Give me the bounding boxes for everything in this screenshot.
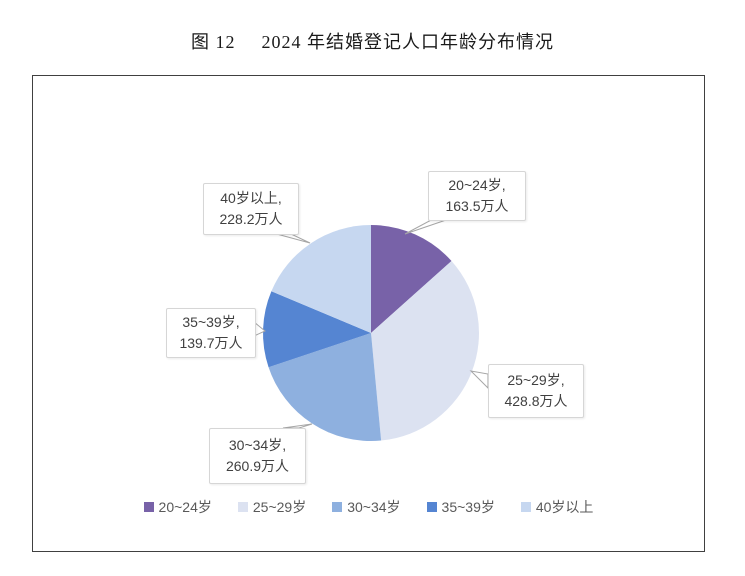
callout-40plus: 40岁以上, 228.2万人 (203, 183, 299, 235)
chart-frame: 20~24岁, 163.5万人 40岁以上, 228.2万人 35~39岁, 1… (32, 75, 705, 552)
pie-slices (262, 225, 479, 441)
figure-title-text: 2024 年结婚登记人口年龄分布情况 (261, 32, 554, 52)
callout-30-34: 30~34岁, 260.9万人 (209, 428, 306, 484)
legend-item-20~24岁: 20~24岁 (143, 497, 212, 517)
callout-label: 20~24岁, (448, 177, 506, 193)
legend-label: 30~34岁 (347, 499, 401, 515)
callout-label: 30~34岁, (228, 437, 287, 453)
callout-value: 428.8万人 (504, 393, 568, 409)
callout-25-29: 25~29岁, 428.8万人 (488, 364, 584, 418)
legend-label: 40岁以上 (535, 499, 594, 515)
legend-label: 20~24岁 (158, 499, 212, 515)
figure-title: 图 12 2024 年结婚登记人口年龄分布情况 (0, 28, 745, 54)
callout-label: 40岁以上, (220, 190, 282, 206)
callout-value: 260.9万人 (225, 458, 290, 474)
leader-20-24 (404, 218, 450, 235)
pie-chart (253, 218, 489, 441)
legend-swatch-icon (143, 502, 154, 512)
legend-swatch-icon (237, 502, 248, 512)
callout-label: 25~29岁, (507, 372, 565, 388)
pie-slice-40岁以上 (271, 225, 371, 333)
callout-value: 228.2万人 (219, 211, 283, 227)
callout-35-39: 35~39岁, 139.7万人 (166, 308, 256, 358)
legend-swatch-icon (520, 502, 531, 512)
pie-slice-35~39岁 (262, 291, 371, 368)
pie-slice-30~34岁 (268, 333, 382, 441)
callout-20-24: 20~24岁, 163.5万人 (428, 171, 526, 221)
legend-swatch-icon (426, 502, 437, 512)
pie-slice-20~24岁 (371, 225, 452, 333)
legend-label: 25~29岁 (252, 499, 307, 515)
legend-item-30~34岁: 30~34岁 (332, 497, 401, 517)
callout-value: 163.5万人 (445, 198, 509, 214)
legend-item-25~29岁: 25~29岁 (237, 497, 307, 517)
callout-label: 35~39岁, (182, 314, 240, 330)
legend-item-40岁以上: 40岁以上 (520, 497, 594, 517)
callout-value: 139.7万人 (179, 335, 243, 351)
chart-legend: 20~24岁 25~29岁 30~34岁 35~39岁 40岁以上 (33, 497, 704, 517)
leader-25-29 (469, 370, 489, 390)
figure-number: 图 12 (191, 32, 236, 52)
legend-item-35~39岁: 35~39岁 (426, 497, 495, 517)
legend-label: 35~39岁 (441, 499, 495, 515)
pie-slice-25~29岁 (371, 261, 479, 441)
legend-swatch-icon (332, 502, 343, 512)
